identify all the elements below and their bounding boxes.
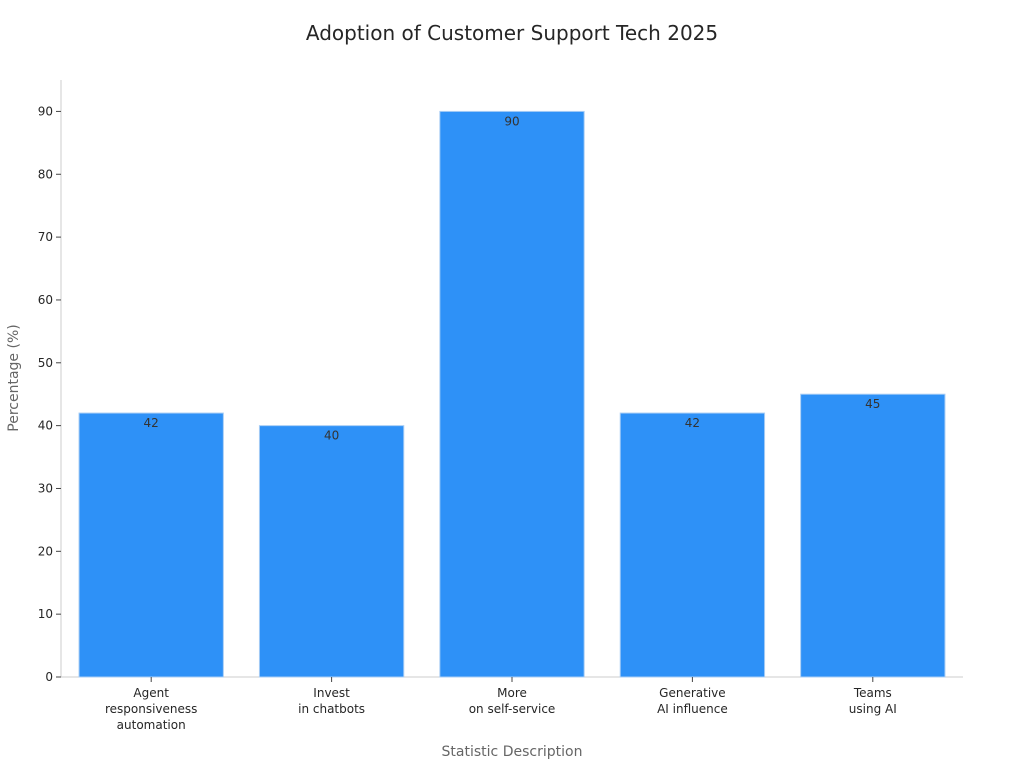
x-tick-label-line: AI influence — [657, 702, 728, 716]
x-tick-label: More on self-service — [469, 686, 556, 716]
x-tick-label: Invest in chatbots — [298, 686, 365, 716]
x-tick-label-line: Teams — [853, 686, 892, 700]
y-tick-label: 0 — [45, 670, 53, 684]
bar — [258, 425, 405, 678]
y-axis-label: Percentage (%) — [6, 324, 22, 431]
x-tick-label-line: Generative — [659, 686, 725, 700]
x-tick-label: Teams using AI — [849, 686, 897, 716]
bar — [619, 412, 766, 678]
x-tick-label-line: automation — [117, 718, 186, 732]
x-tick-label-line: responsiveness — [105, 702, 197, 716]
y-tick-label: 10 — [38, 607, 53, 621]
bar — [439, 110, 585, 678]
y-tick-label: 70 — [38, 230, 53, 244]
plot-area: 0 10 20 30 40 50 60 70 80 90 42 Agent responsiveness… — [38, 80, 963, 732]
bar — [78, 412, 224, 678]
chart-title: Adoption of Customer Support Tech 2025 — [306, 21, 718, 45]
bar — [800, 393, 946, 678]
y-tick-label: 20 — [38, 544, 53, 558]
bar-value-label: 40 — [324, 429, 339, 443]
x-tick-label-line: More — [497, 686, 527, 700]
x-tick-label-line: using AI — [849, 702, 897, 716]
y-tick-label: 30 — [38, 481, 53, 495]
y-tick-label: 60 — [38, 293, 53, 307]
bar-value-label: 42 — [685, 416, 700, 430]
y-tick-label: 50 — [38, 356, 53, 370]
y-tick-label: 80 — [38, 167, 53, 181]
bar-value-label: 45 — [865, 397, 880, 411]
x-tick-label: Agent responsiveness automation — [105, 686, 197, 732]
bar-value-label: 42 — [144, 416, 159, 430]
x-tick-label-line: Agent — [133, 686, 169, 700]
y-tick-label: 90 — [38, 104, 53, 118]
x-tick-label-line: Invest — [313, 686, 350, 700]
x-axis-label: Statistic Description — [442, 744, 583, 760]
x-tick-label-line: on self-service — [469, 702, 556, 716]
x-tick-label: Generative AI influence — [657, 686, 728, 716]
bar-value-label: 90 — [504, 114, 519, 128]
x-tick-label-line: in chatbots — [298, 702, 365, 716]
y-tick-label: 40 — [38, 419, 53, 433]
